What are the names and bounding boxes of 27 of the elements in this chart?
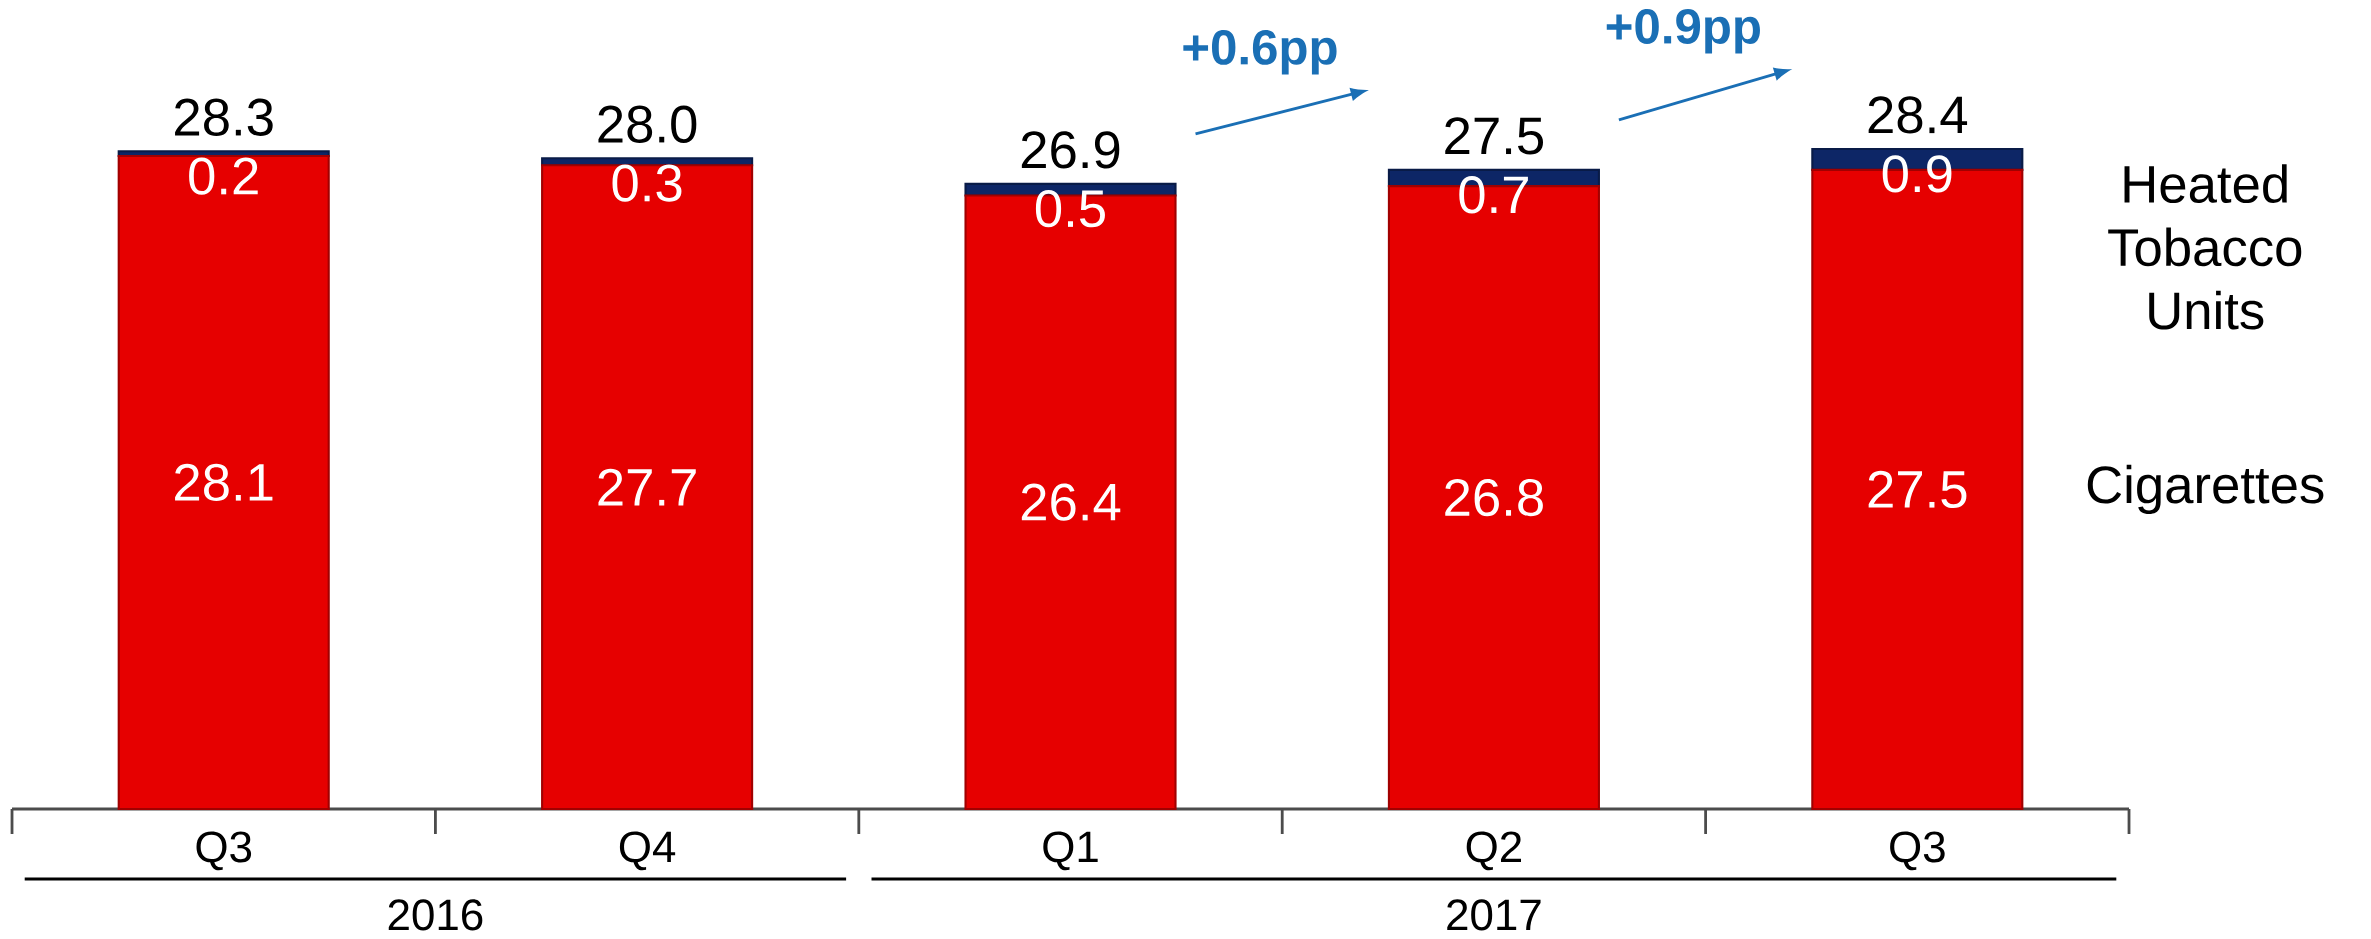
total-label: 28.0	[598, 105, 697, 143]
data-label: 26.4	[1021, 483, 1121, 521]
x-tick-label: Q3	[1890, 831, 1945, 871]
series-label: Heated Tobacco Units	[2108, 164, 2302, 330]
total-label: 27.5	[1445, 117, 1544, 155]
data-label: 26.8	[1445, 478, 1543, 517]
total-label: 26.9	[1021, 131, 1120, 169]
text: 2016	[388, 899, 483, 931]
bar	[541, 164, 754, 811]
x-tick-label: Q3	[196, 831, 252, 871]
data-label: 27.5	[1868, 470, 1967, 509]
data-label: 0.2	[189, 157, 258, 195]
text: 2017	[1447, 899, 1541, 931]
x-tick-label: Q4	[619, 831, 676, 871]
data-label: 28.1	[175, 463, 273, 502]
data-label: 0.7	[1459, 176, 1528, 214]
text: +0.6pp	[1183, 29, 1337, 75]
data-label: 0.3	[612, 164, 682, 202]
x-tick-label: Q2	[1466, 831, 1521, 871]
series-label: Cigarettes	[2087, 464, 2324, 514]
text: +0.9pp	[1606, 9, 1760, 54]
data-label: 0.5	[1035, 190, 1105, 228]
total-label: 28.3	[175, 98, 273, 136]
bar	[117, 154, 330, 811]
total-label: 28.4	[1868, 96, 1968, 134]
data-label: 27.7	[598, 468, 696, 506]
x-tick-label: Q1	[1043, 831, 1098, 871]
